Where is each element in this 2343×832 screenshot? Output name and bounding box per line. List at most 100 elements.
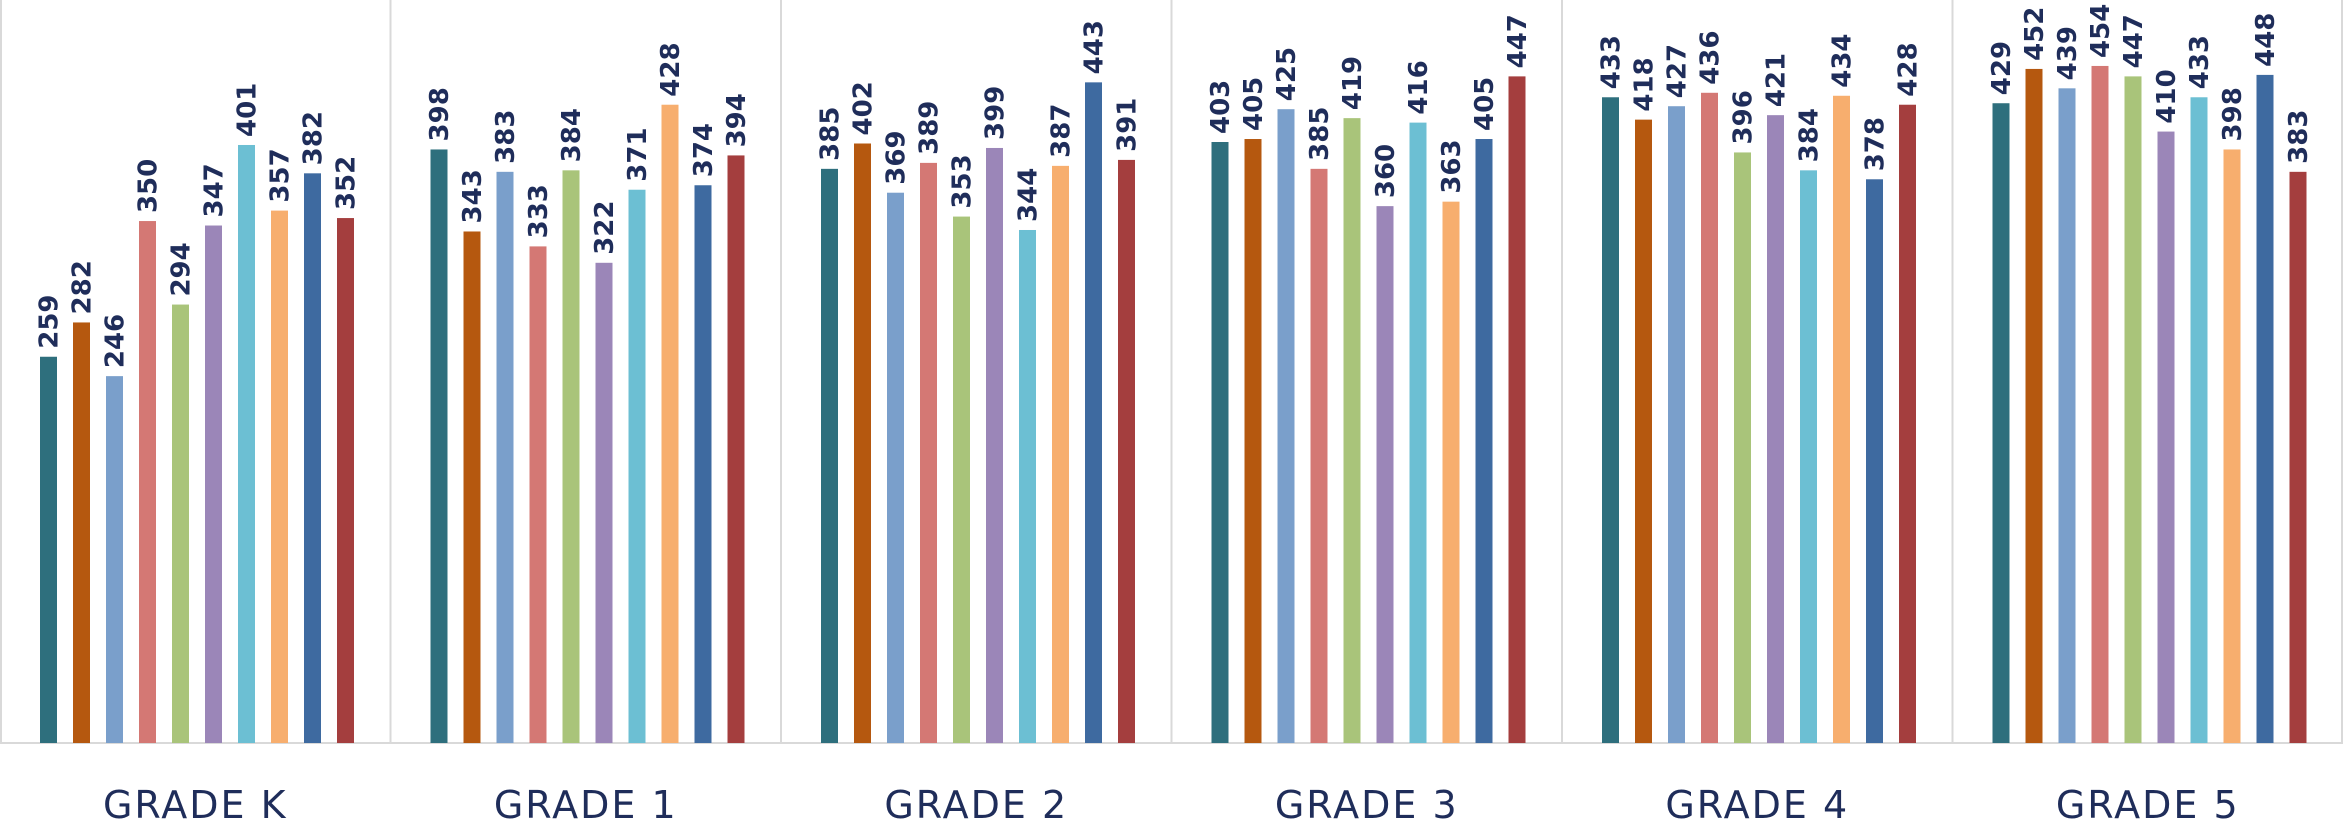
bar [1701, 92, 1718, 743]
data-label: 294 [167, 242, 197, 296]
bar [40, 356, 57, 743]
data-label: 428 [1894, 42, 1924, 96]
data-label: 419 [1338, 56, 1368, 110]
bar [1767, 115, 1784, 743]
data-label: 434 [1828, 33, 1858, 87]
bar [1409, 122, 1427, 744]
data-label: 282 [68, 260, 98, 314]
data-labels-group: 2592822463502943474013573823523983433833… [35, 4, 2315, 368]
data-label: 389 [915, 101, 945, 155]
data-label: 387 [1047, 104, 1077, 158]
category-label: GRADE 5 [2056, 783, 2240, 827]
bar [529, 246, 547, 744]
data-label: 427 [1663, 44, 1693, 98]
data-label: 385 [816, 107, 846, 161]
data-label: 344 [1014, 168, 1044, 222]
data-label: 384 [1795, 108, 1825, 162]
data-label: 410 [2152, 69, 2182, 123]
bar [271, 210, 288, 743]
data-label: 382 [299, 111, 329, 165]
data-label: 428 [656, 42, 686, 96]
bar [1602, 97, 1619, 744]
bars-group [40, 65, 2307, 744]
bar [1800, 170, 1817, 744]
data-label: 418 [1630, 57, 1660, 111]
data-label: 398 [2218, 87, 2248, 141]
bar [953, 216, 970, 743]
bar [1343, 118, 1361, 743]
category-label: GRADE 4 [1665, 783, 1849, 827]
data-label: 383 [2284, 110, 2314, 164]
bar [1866, 179, 1883, 743]
category-label: GRADE 2 [884, 783, 1068, 827]
bar [1277, 109, 1295, 743]
bar [1211, 142, 1229, 744]
data-label: 391 [1113, 98, 1143, 152]
bar [1085, 82, 1102, 743]
bar [1442, 201, 1460, 744]
data-label: 436 [1696, 31, 1726, 85]
bar [1019, 229, 1036, 743]
data-label: 454 [2086, 4, 2116, 58]
bar [463, 231, 481, 743]
category-label: GRADE K [103, 783, 288, 827]
data-label: 405 [1470, 77, 1500, 131]
bar [1899, 104, 1916, 743]
bar [2124, 76, 2142, 743]
bar [1244, 139, 1262, 744]
bar [238, 144, 255, 744]
bar [854, 143, 871, 743]
category-labels-group: GRADE K GRADE 1 GRADE 2 GRADE 3 GRADE 4 GRADE… [103, 783, 2240, 827]
bar [1668, 106, 1685, 744]
bar [887, 192, 904, 744]
data-label: 399 [981, 86, 1011, 140]
data-label: 363 [1437, 139, 1467, 193]
data-label: 433 [2185, 35, 2215, 89]
data-label: 343 [458, 169, 488, 223]
data-label: 322 [590, 201, 620, 255]
data-label: 371 [623, 127, 653, 181]
data-label: 405 [1239, 77, 1269, 131]
data-label: 425 [1272, 47, 1302, 101]
data-label: 398 [425, 87, 455, 141]
bar [430, 149, 448, 743]
bar [2157, 131, 2175, 744]
data-label: 360 [1371, 144, 1401, 198]
data-label: 396 [1729, 90, 1759, 144]
data-label: 429 [1987, 41, 2017, 95]
data-label: 383 [491, 110, 521, 164]
data-label: 421 [1762, 53, 1792, 107]
data-label: 350 [134, 159, 164, 213]
data-label: 402 [849, 81, 879, 135]
data-label: 378 [1861, 117, 1891, 171]
data-label: 357 [266, 148, 296, 202]
bar [172, 304, 189, 743]
data-label: 447 [1503, 14, 1533, 68]
bar [694, 185, 712, 743]
bar [1635, 119, 1652, 744]
data-label: 403 [1206, 80, 1236, 134]
data-label: 347 [200, 163, 230, 217]
bar [1833, 95, 1850, 743]
bar [73, 322, 90, 743]
bar [661, 104, 679, 743]
bar [920, 162, 937, 743]
data-label: 447 [2119, 14, 2149, 68]
data-label: 259 [35, 294, 65, 348]
category-separators [0, 0, 2343, 743]
bar [595, 262, 613, 743]
data-label: 333 [524, 184, 554, 238]
data-label: 401 [233, 83, 263, 137]
bar [2289, 171, 2307, 743]
bar [2025, 68, 2043, 744]
bar [337, 218, 354, 744]
data-label: 416 [1404, 60, 1434, 114]
bar [496, 171, 514, 743]
data-label: 246 [101, 314, 131, 368]
bar [139, 221, 156, 744]
data-label: 433 [1597, 35, 1627, 89]
data-label: 443 [1080, 20, 1110, 74]
data-label: 374 [689, 123, 719, 177]
